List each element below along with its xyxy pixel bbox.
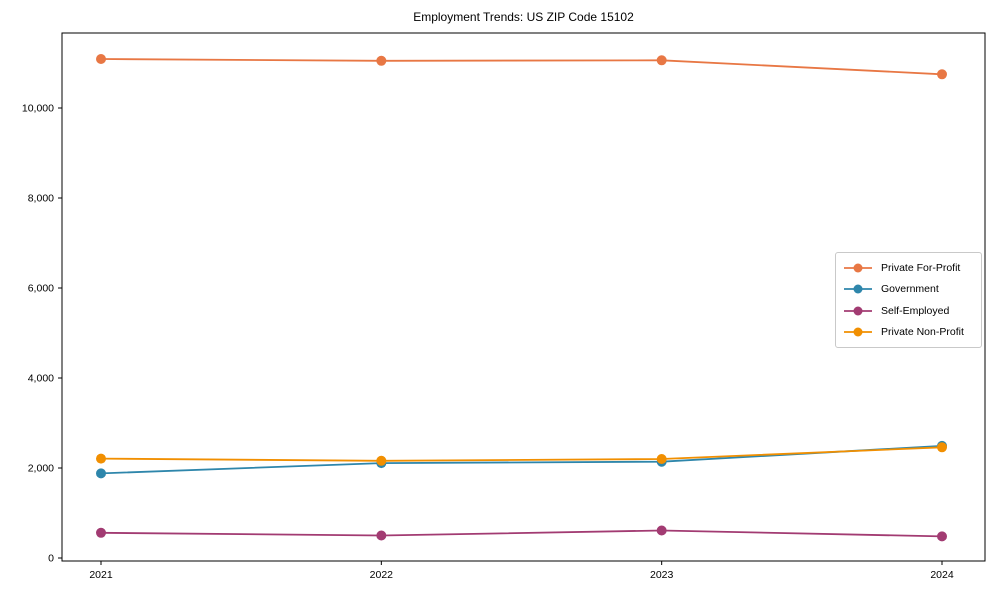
- legend-item: Private For-Profit: [843, 257, 974, 278]
- data-point-marker: [376, 455, 387, 466]
- series-line: [100, 446, 943, 462]
- legend-item: Government: [843, 279, 974, 300]
- x-tick-label: 2022: [370, 569, 394, 581]
- data-point-marker: [376, 55, 387, 66]
- x-tick-label: 2024: [930, 569, 954, 581]
- data-point-marker: [656, 454, 667, 464]
- y-tick-label: 0: [48, 553, 54, 565]
- legend-label: Private For-Profit: [881, 261, 961, 274]
- data-point-marker: [96, 54, 106, 64]
- y-tick-label: 2,000: [28, 463, 54, 475]
- y-tick-label: 4,000: [28, 373, 54, 385]
- legend-label: Private Non-Profit: [881, 326, 964, 339]
- x-tick-label: 2023: [650, 569, 674, 581]
- data-point-marker: [656, 55, 667, 66]
- legend-label: Self-Employed: [881, 304, 950, 317]
- y-tick-label: 8,000: [28, 193, 54, 205]
- legend: Private For-Profit Government Self-Employe…: [835, 252, 982, 348]
- legend-marker-icon: [844, 327, 872, 337]
- legend-marker-icon: [844, 284, 872, 294]
- legend-marker-icon: [844, 263, 872, 273]
- plot-border: [61, 32, 986, 562]
- y-tick-label: 10,000: [22, 103, 54, 115]
- series-line: [100, 58, 943, 76]
- series-line: [100, 529, 943, 538]
- chart-title: Employment Trends: US ZIP Code 15102: [413, 10, 634, 24]
- data-point-marker: [937, 531, 947, 542]
- legend-item: Private Non-Profit: [843, 322, 974, 343]
- legend-item: Self-Employed: [843, 300, 974, 321]
- y-tick-label: 6,000: [28, 283, 54, 295]
- data-point-marker: [376, 530, 387, 541]
- data-point-marker: [96, 453, 106, 464]
- data-point-marker: [96, 527, 106, 538]
- data-point-marker: [96, 468, 106, 479]
- x-tick-label: 2021: [89, 569, 113, 581]
- legend-label: Government: [881, 283, 939, 296]
- data-point-marker: [937, 69, 947, 80]
- legend-marker-icon: [844, 306, 872, 316]
- data-point-marker: [937, 442, 947, 453]
- data-point-marker: [656, 525, 667, 536]
